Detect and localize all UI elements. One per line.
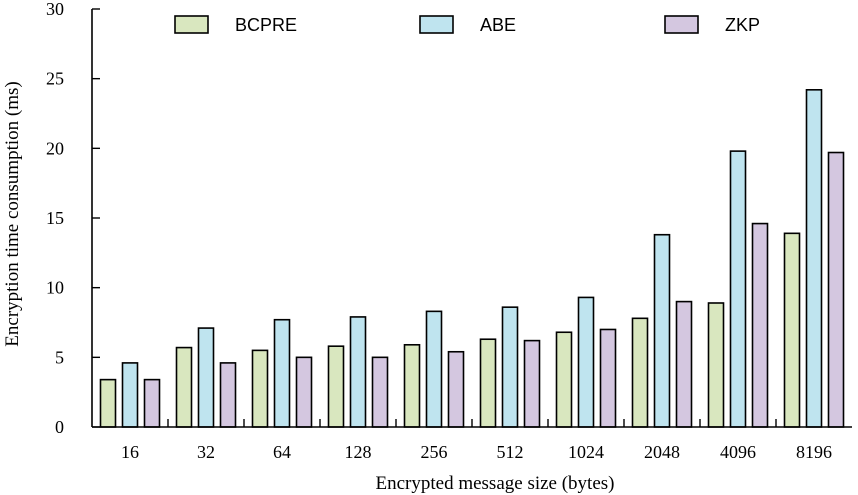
y-tick-label-10: 10 xyxy=(46,278,64,298)
bar-zkp-128 xyxy=(371,356,389,428)
bar-abe-16 xyxy=(121,362,139,428)
x-tick-label-512: 512 xyxy=(497,442,524,462)
y-tick-label-20: 20 xyxy=(46,138,64,158)
x-tick-label-128: 128 xyxy=(345,442,372,462)
bar-abe-64 xyxy=(273,318,291,428)
y-tick-label-0: 0 xyxy=(55,417,64,437)
bar-abe-128 xyxy=(349,316,367,428)
legend-label-abe: ABE xyxy=(480,15,516,35)
bar-zkp-256 xyxy=(447,350,465,428)
bar-abe-8196 xyxy=(805,89,823,428)
x-tick-label-256: 256 xyxy=(421,442,448,462)
bar-zkp-2048 xyxy=(675,300,693,428)
bar-abe-4096 xyxy=(729,150,747,428)
bar-zkp-32 xyxy=(219,362,237,428)
x-tick-label-16: 16 xyxy=(121,442,139,462)
bar-zkp-16 xyxy=(143,378,161,428)
bar-bcpre-8196 xyxy=(783,232,801,428)
bar-bcpre-2048 xyxy=(631,317,649,428)
x-axis-title: Encrypted message size (bytes) xyxy=(376,473,615,494)
bar-bcpre-128 xyxy=(327,345,345,428)
bar-bcpre-4096 xyxy=(707,302,725,428)
bars-layer xyxy=(99,89,845,428)
x-tick-label-32: 32 xyxy=(197,442,215,462)
bar-bcpre-256 xyxy=(403,343,421,428)
bar-abe-256 xyxy=(425,310,443,428)
x-tick-label-64: 64 xyxy=(273,442,291,462)
y-tick-label-30: 30 xyxy=(46,0,64,19)
y-tick-label-25: 25 xyxy=(46,69,64,89)
bar-bcpre-512 xyxy=(479,338,497,428)
bar-bcpre-1024 xyxy=(555,331,573,428)
bar-abe-1024 xyxy=(577,296,595,428)
legend-swatch-bcpre xyxy=(174,15,209,34)
y-axis-title: Encryption time consumption (ms) xyxy=(2,81,23,346)
bar-abe-512 xyxy=(501,306,519,428)
bar-abe-2048 xyxy=(653,233,671,428)
axes-layer: 0 5 10 15 20 25 30 16 32 64 128 256 512 1024 2048 4096 8… xyxy=(46,0,852,462)
bar-bcpre-64 xyxy=(251,349,269,428)
bar-zkp-8196 xyxy=(827,151,845,428)
x-tick-label-8196: 8196 xyxy=(796,442,832,462)
y-tick-label-15: 15 xyxy=(46,208,64,228)
legend-label-bcpre: BCPRE xyxy=(235,15,297,35)
bar-zkp-64 xyxy=(295,356,313,428)
x-tick-label-1024: 1024 xyxy=(568,442,604,462)
legend-swatch-zkp xyxy=(664,15,699,34)
legend-swatch-abe xyxy=(419,15,454,34)
legend: BCPRE ABE ZKP xyxy=(174,15,760,35)
y-tick-label-5: 5 xyxy=(55,347,64,367)
legend-label-zkp: ZKP xyxy=(725,15,760,35)
x-tick-label-4096: 4096 xyxy=(720,442,756,462)
x-tick-label-2048: 2048 xyxy=(644,442,680,462)
bar-bcpre-32 xyxy=(175,346,193,428)
bar-zkp-512 xyxy=(523,339,541,428)
bar-abe-32 xyxy=(197,327,215,428)
bar-bcpre-16 xyxy=(99,378,117,428)
bar-zkp-4096 xyxy=(751,222,769,428)
bar-zkp-1024 xyxy=(599,328,617,428)
